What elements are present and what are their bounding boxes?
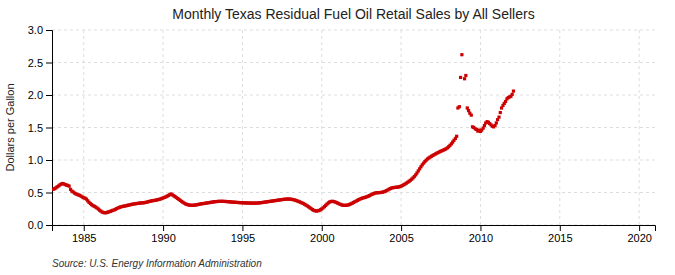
y-tick: 2.5 (28, 57, 52, 69)
grid-line-y (52, 160, 655, 161)
y-axis-title: Dollars per Gallon (4, 83, 16, 171)
grid-line-y (52, 62, 655, 63)
point (511, 93, 514, 96)
y-tick-label: 2.0 (28, 89, 43, 101)
point (499, 111, 502, 114)
x-tick-mark (401, 225, 402, 231)
x-tick-label: 2015 (548, 232, 572, 244)
y-tick: 1.5 (28, 122, 52, 134)
grid-line-y (52, 192, 655, 193)
x-tick: 2010 (469, 225, 493, 244)
x-tick-mark (639, 225, 640, 231)
x-tick-mark (242, 225, 243, 231)
grid (52, 30, 655, 225)
chart: 1985 1990 1995 2000 2005 2010 2015 2020 0.0 0.5 1.… (0, 0, 675, 275)
y-tick-label: 2.5 (28, 57, 43, 69)
x-tick-mark (163, 225, 164, 231)
x-tick-label: 1990 (151, 232, 175, 244)
y-axis-line (46, 31, 53, 226)
point (495, 121, 498, 124)
y-tick-mark (46, 193, 52, 194)
y-tick-mark (46, 128, 52, 129)
y-tick: 3.0 (28, 24, 52, 36)
points (52, 53, 515, 214)
y-axis: 0.0 0.5 1.0 1.5 2.0 2.5 3.0 (28, 24, 53, 231)
y-tick: 0.5 (28, 187, 52, 199)
x-tick-label: 2005 (389, 232, 413, 244)
x-tick-mark (84, 225, 85, 231)
y-tick: 2.0 (28, 89, 52, 101)
y-tick-mark (46, 225, 52, 226)
y-tick-label: 1.0 (28, 154, 43, 166)
grid-line-x (559, 30, 560, 225)
y-tick-mark (46, 30, 52, 31)
x-tick: 2020 (627, 225, 651, 244)
x-axis-line (53, 226, 656, 232)
grid-line-x (639, 30, 640, 225)
x-tick-mark (480, 225, 481, 231)
x-tick: 1990 (151, 225, 175, 244)
x-tick-label: 2000 (310, 232, 334, 244)
point (68, 185, 71, 188)
grid-line-x (242, 30, 243, 225)
x-tick-label: 1995 (231, 232, 255, 244)
grid-line-y (52, 95, 655, 96)
y-tick: 0.0 (28, 219, 52, 231)
x-tick-label: 2020 (627, 232, 651, 244)
grid-line-y (52, 127, 655, 128)
x-tick: 1985 (72, 225, 96, 244)
y-tick-mark (46, 160, 52, 161)
point (455, 135, 458, 138)
x-axis: 1985 1990 1995 2000 2005 2010 2015 2020 (53, 225, 656, 244)
y-tick-mark (46, 95, 52, 96)
title: Monthly Texas Residual Fuel Oil Retail S… (172, 6, 534, 22)
point (459, 76, 462, 79)
x-tick: 2015 (548, 225, 572, 244)
x-tick-label: 1985 (72, 232, 96, 244)
y-tick-label: 3.0 (28, 24, 43, 36)
grid-line-y (52, 30, 655, 31)
x-tick-mark (322, 225, 323, 231)
point (512, 90, 515, 93)
x-tick-label: 2010 (469, 232, 493, 244)
plot-area: 1985 1990 1995 2000 2005 2010 2015 2020 0.0 0.5 1.… (28, 24, 656, 244)
point (458, 105, 461, 108)
source-note: Source: U.S. Energy Information Administ… (52, 258, 262, 269)
point (470, 114, 473, 117)
x-tick: 1995 (231, 225, 255, 244)
y-tick-label: 1.5 (28, 122, 43, 134)
y-tick-label: 0.5 (28, 187, 43, 199)
point (463, 77, 466, 80)
point (497, 116, 500, 119)
y-tick: 1.0 (28, 154, 52, 166)
y-tick-label: 0.0 (28, 219, 43, 231)
x-tick-mark (560, 225, 561, 231)
x-tick: 2005 (389, 225, 413, 244)
point (464, 74, 467, 77)
y-tick-mark (46, 63, 52, 64)
x-tick: 2000 (310, 225, 334, 244)
point (460, 53, 463, 56)
